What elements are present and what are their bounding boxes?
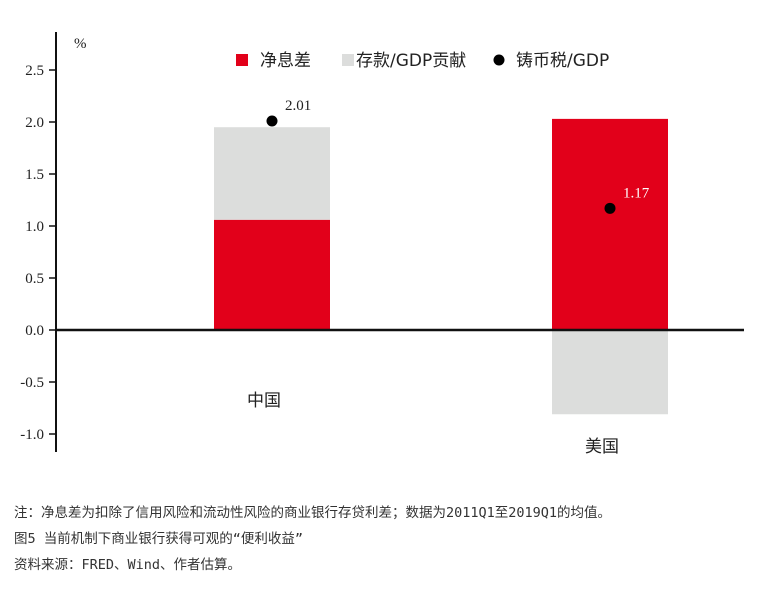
figure-notes: 注：净息差为扣除了信用风险和流动性风险的商业银行存贷利差；数据为2011Q1至2… <box>14 500 774 578</box>
category-label: 中国 <box>247 391 281 411</box>
point-data-label: 2.01 <box>285 98 311 114</box>
legend-swatch <box>236 54 248 66</box>
y-tick-label: 2.0 <box>25 115 44 131</box>
note-text: 注：净息差为扣除了信用风险和流动性风险的商业银行存贷利差；数据为2011Q1至2… <box>14 505 612 521</box>
chart: 2.5 2.0 1.5 1.0 0.5 0.0 -0.5 -1.0 2.01 1.17 中国美国… <box>20 32 744 457</box>
legend-label: 铸币税/GDP <box>516 51 609 71</box>
figure-caption: 图5 当前机制下商业银行获得可观的“便利收益” <box>14 531 304 547</box>
bar-segment <box>214 219 330 330</box>
bars <box>214 118 668 415</box>
seigniorage-point <box>266 115 278 127</box>
y-tick-label: 1.5 <box>25 167 44 183</box>
point-data-label: 1.17 <box>623 185 650 201</box>
y-tick-label: -1.0 <box>20 427 44 443</box>
bar-segment <box>552 330 668 415</box>
legend-marker <box>493 54 505 66</box>
y-tick-label: 1.0 <box>25 219 44 235</box>
y-unit-label: % <box>74 36 87 52</box>
bar-segment <box>214 127 330 220</box>
bar-segment <box>552 118 668 330</box>
legend-label: 存款/GDP贡献 <box>356 51 466 71</box>
points: 2.01 1.17 <box>266 98 650 214</box>
legend-swatch <box>342 54 354 66</box>
y-axis: 2.5 2.0 1.5 1.0 0.5 0.0 -0.5 -1.0 <box>20 32 57 452</box>
seigniorage-point <box>604 202 616 214</box>
category-label: 美国 <box>585 437 619 457</box>
y-tick-label: 0.5 <box>25 271 44 287</box>
y-tick-label: 2.5 <box>25 63 44 79</box>
legend-label: 净息差 <box>260 51 311 71</box>
y-tick-label: -0.5 <box>20 375 44 391</box>
source-text: 资料来源：FRED、Wind、作者估算。 <box>14 557 242 573</box>
y-tick-label: 0.0 <box>25 323 44 339</box>
legend: 净息差 存款/GDP贡献 铸币税/GDP <box>236 51 609 71</box>
